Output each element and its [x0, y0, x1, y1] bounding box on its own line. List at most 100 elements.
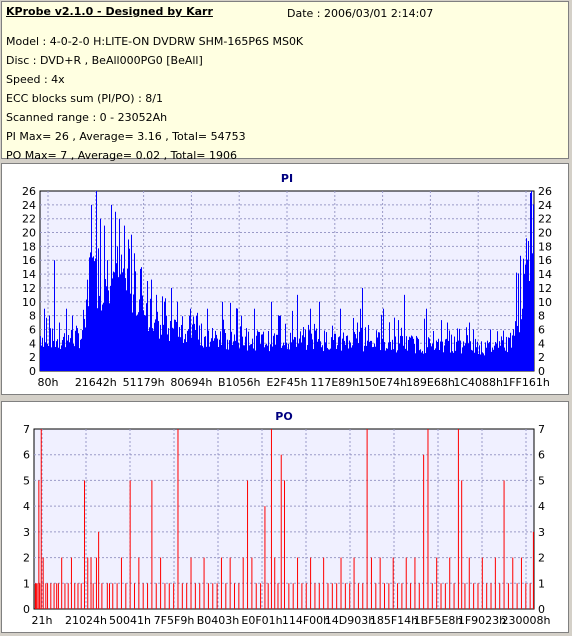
pi-bar [109, 303, 110, 371]
pi-bar [216, 334, 217, 371]
po-bar [414, 557, 416, 609]
pi-bar [176, 321, 177, 371]
pi-bar [446, 338, 447, 371]
pi-ytick-right: 18 [538, 240, 552, 253]
po-bar [199, 583, 201, 609]
pi-bar [281, 347, 282, 371]
pi-bar [532, 253, 533, 371]
po-bar [453, 583, 455, 609]
pi-xtick: 1C4088h [453, 376, 503, 389]
pi-bar [360, 308, 361, 371]
pi-bar [259, 331, 260, 371]
po-bar [168, 583, 170, 609]
pi-bar [118, 277, 119, 371]
po-bar [520, 557, 522, 609]
pi-bar [434, 349, 435, 371]
po-bar [36, 583, 38, 609]
po-bar [164, 583, 166, 609]
pi-bar [83, 309, 84, 371]
pi-bar [443, 352, 444, 371]
pi-bar [398, 320, 399, 371]
pi-bar [460, 340, 461, 371]
pi-bar [512, 335, 513, 371]
pi-bar [497, 331, 498, 371]
pi-bar [340, 308, 341, 371]
pi-bar [305, 329, 306, 371]
pi-xtick: 150E74h [358, 376, 407, 389]
pi-bar [513, 329, 514, 371]
pi-bar [261, 334, 262, 371]
pi-bar [274, 333, 275, 371]
pi-bar [140, 268, 141, 371]
pi-bar [371, 340, 372, 371]
po-bar [234, 583, 235, 609]
po-bar [277, 583, 279, 609]
pi-bar [244, 345, 245, 371]
pi-bar [522, 308, 523, 371]
pi-bar [432, 343, 433, 371]
info-po: PO Max= 7 , Average= 0.02 , Total= 1906 [6, 149, 237, 162]
po-bar [401, 583, 403, 609]
pi-bar [413, 338, 414, 371]
pi-bar [483, 353, 484, 371]
pi-bar [100, 218, 101, 371]
pi-bar [504, 347, 505, 371]
pi-bar [114, 272, 115, 371]
pi-bar [157, 311, 158, 371]
pi-bar [260, 344, 261, 371]
po-bar [220, 557, 222, 609]
info-pi: PI Max= 26 , Average= 3.16 , Total= 5475… [6, 130, 246, 143]
pi-bar [98, 248, 99, 371]
pi-bar [456, 341, 457, 371]
pi-bar [238, 342, 239, 371]
pi-bar [310, 308, 311, 371]
pi-bar [433, 330, 434, 371]
pi-bar [409, 336, 410, 371]
pi-bar [215, 330, 216, 371]
pi-bar [233, 341, 234, 371]
pi-bar [487, 340, 488, 371]
po-bar [490, 583, 492, 609]
po-bar [207, 583, 209, 609]
pi-bar [224, 329, 225, 371]
pi-bar [462, 347, 463, 371]
po-xtick: 14D903h [325, 614, 375, 627]
pi-bar [263, 331, 264, 371]
pi-bar [431, 346, 432, 371]
pi-bar [494, 345, 495, 371]
pi-bar [73, 343, 74, 371]
pi-bar [266, 343, 267, 371]
pi-bar [68, 334, 69, 371]
pi-ytick-left: 22 [22, 213, 36, 226]
pi-xtick: B1056h [218, 376, 261, 389]
pi-bar [318, 339, 319, 371]
pi-bar [174, 319, 175, 371]
pi-bar [208, 330, 209, 371]
pi-bar [218, 347, 219, 371]
pi-bar [191, 337, 192, 371]
po-chart-panel: PO 0 0 1 1 2 2 3 3 4 4 5 5 6 6 7 7 21h 21024h 50041h 7F5F9h B… [1, 401, 569, 633]
pi-ytick-right: 12 [538, 282, 552, 295]
info-range: Scanned range : 0 - 23052Ah [6, 111, 168, 124]
po-bar [101, 583, 103, 609]
pi-bar [219, 339, 220, 371]
pi-bar [154, 322, 155, 371]
pi-bar [256, 335, 257, 371]
pi-bar [508, 337, 509, 371]
pi-bar [151, 279, 152, 371]
pi-bar [77, 328, 78, 371]
po-bar [87, 557, 89, 609]
po-xtick: 7F5F9h [154, 614, 195, 627]
pi-bar [453, 352, 454, 371]
po-bar [155, 583, 157, 609]
po-bar [151, 480, 153, 609]
pi-bar [278, 315, 279, 371]
pi-bar [186, 342, 187, 371]
pi-bar [152, 328, 153, 371]
po-bar [486, 583, 488, 609]
po-bar [310, 557, 312, 609]
po-ytick-right: 1 [538, 577, 545, 590]
pi-bar [300, 331, 301, 371]
pi-bar [251, 344, 252, 371]
